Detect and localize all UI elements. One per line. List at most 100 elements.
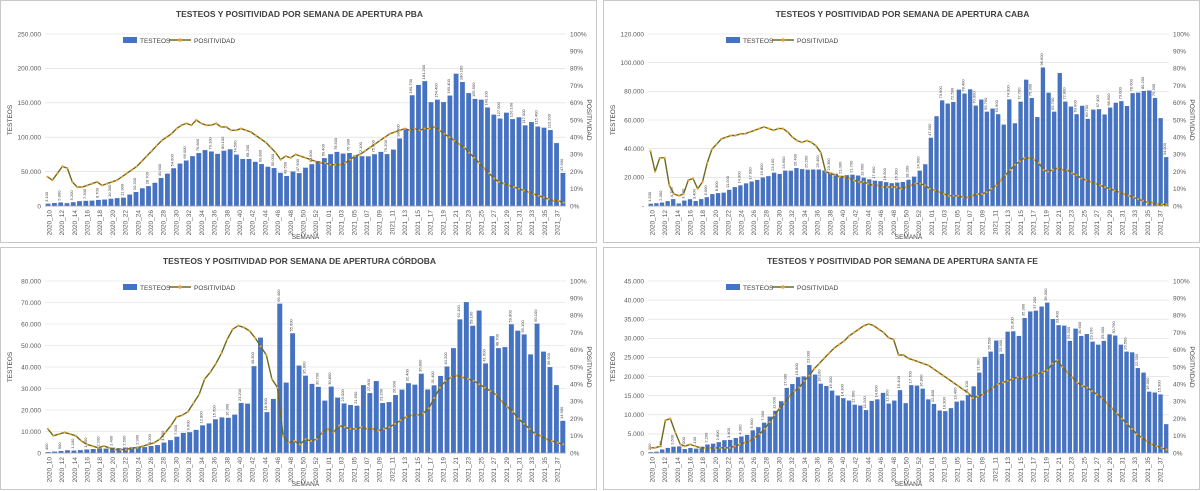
positividad-point xyxy=(234,129,238,132)
bar-data-label: 11.200 xyxy=(725,175,730,188)
positividad-point xyxy=(725,136,728,139)
x-tick-label: 2020_14 xyxy=(675,210,682,236)
legend-label-positividad: POSITIVIDAD xyxy=(797,38,838,45)
positividad-point xyxy=(57,433,61,436)
bar xyxy=(926,399,931,454)
x-tick-label: 2021_17 xyxy=(428,210,435,236)
positividad-point xyxy=(359,153,362,156)
bar xyxy=(939,100,945,207)
bar-data-label: 2.400 xyxy=(109,435,114,446)
bar xyxy=(378,151,384,207)
bar xyxy=(441,102,446,207)
x-tick-label: 2021_19 xyxy=(1043,210,1050,236)
x-tick-label: 2020_16 xyxy=(84,210,91,236)
positividad-point xyxy=(363,149,367,153)
bar xyxy=(878,181,883,207)
positividad-point xyxy=(1080,177,1083,180)
y2-tick-label: 80% xyxy=(570,313,583,320)
positividad-point xyxy=(220,352,223,355)
x-tick-label: 2020_36 xyxy=(815,210,822,236)
bar xyxy=(1029,97,1034,207)
bar-data-label: 22.200 xyxy=(1134,353,1139,366)
positividad-point xyxy=(450,376,453,379)
positividad-point xyxy=(976,192,979,196)
bar xyxy=(744,434,750,454)
bar xyxy=(560,420,566,454)
bar xyxy=(52,203,57,207)
positividad-point xyxy=(1056,167,1059,170)
bar xyxy=(659,202,665,207)
legend-swatch-testeos xyxy=(726,37,740,43)
positividad-point xyxy=(917,360,920,363)
bar xyxy=(238,403,244,454)
positividad-point xyxy=(828,352,831,355)
bar-data-label: 16.300 xyxy=(828,376,833,389)
positividad-point xyxy=(528,427,531,430)
bar-data-label: 126.100 xyxy=(509,102,514,117)
x-tick-label: 2020_10 xyxy=(649,210,656,236)
bar xyxy=(148,446,154,454)
bar-data-label: 12.900 xyxy=(885,389,890,402)
y2-axis-title: POSITIVIDAD xyxy=(585,99,592,140)
bar xyxy=(541,127,547,207)
bar xyxy=(1096,109,1102,207)
y2-tick-label: 30% xyxy=(570,152,583,159)
bar xyxy=(152,182,158,207)
bar xyxy=(234,154,239,207)
x-tick-label: 2021_17 xyxy=(428,457,435,483)
x-tick-label: 2021_33 xyxy=(529,457,536,483)
positividad-point xyxy=(248,329,251,332)
x-tick-label: 2020_16 xyxy=(687,210,694,236)
bar xyxy=(121,197,126,207)
bar xyxy=(547,130,553,207)
bar-data-label: 18.200 xyxy=(905,165,910,178)
positividad-point xyxy=(852,179,856,182)
bar xyxy=(844,175,849,207)
x-tick-label: 2021_21 xyxy=(453,457,460,483)
positividad-point xyxy=(1115,412,1118,415)
positividad-point xyxy=(927,364,930,367)
positividad-point xyxy=(857,328,860,331)
positividad-point xyxy=(767,127,770,130)
positividad-point xyxy=(483,386,486,389)
x-tick-label: 2021_35 xyxy=(542,457,549,483)
x-tick-label: 2021_25 xyxy=(1081,210,1088,236)
bar xyxy=(777,173,782,207)
bar xyxy=(965,395,971,454)
positividad-point xyxy=(80,439,83,443)
x-tick-label: 2020_28 xyxy=(161,457,168,483)
bar xyxy=(399,389,405,454)
positividad-point xyxy=(545,438,548,441)
x-tick-label: 2021_01 xyxy=(929,210,936,236)
bar xyxy=(1130,352,1135,454)
x-tick-label: 2020_28 xyxy=(764,457,771,483)
bar xyxy=(1141,90,1146,207)
x-tick-label: 2021_13 xyxy=(1005,457,1012,483)
bar-data-label: 73.600 xyxy=(938,85,943,98)
positividad-point xyxy=(511,410,514,413)
bar xyxy=(788,170,793,207)
positividad-point xyxy=(810,141,813,144)
x-tick-label: 2020_42 xyxy=(853,210,860,236)
bar-data-label: 55.100 xyxy=(520,320,525,333)
bar-data-label: 47.500 xyxy=(927,123,932,136)
x-tick-label: 2021_01 xyxy=(929,457,936,483)
bar xyxy=(671,199,676,207)
positividad-point xyxy=(952,194,955,197)
positividad-point xyxy=(658,156,661,159)
bar xyxy=(1007,99,1012,207)
positividad-point xyxy=(824,170,827,173)
bar-series-testeos xyxy=(648,302,1169,454)
positividad-markers xyxy=(46,324,565,451)
bar-data-label: 60.100 xyxy=(533,309,538,322)
bar xyxy=(227,149,233,207)
positividad-point xyxy=(547,198,550,201)
bar-data-label: 80.200 xyxy=(1140,76,1145,89)
positividad-point xyxy=(788,395,791,398)
positividad-point xyxy=(433,125,436,128)
positividad-point xyxy=(472,379,475,382)
bar xyxy=(405,383,411,454)
positividad-point xyxy=(51,179,54,182)
bar-data-label: 19.800 xyxy=(794,362,799,375)
y2-tick-label: 80% xyxy=(1173,66,1186,73)
